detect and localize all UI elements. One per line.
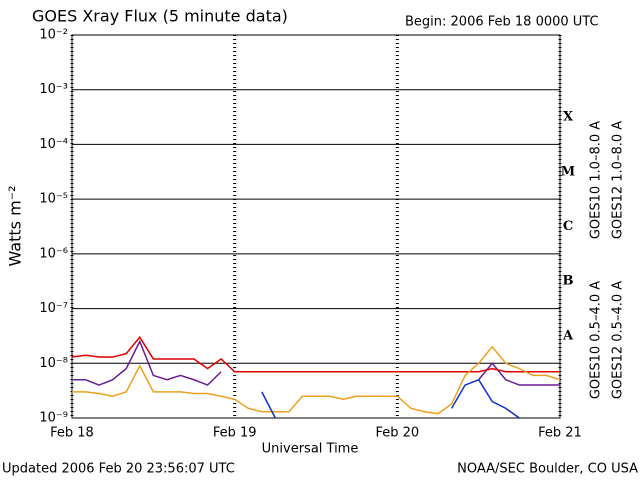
flare-class: M <box>561 164 575 179</box>
series-line <box>72 339 560 386</box>
plot-frame <box>71 34 561 419</box>
legend-entry: GOES12 0.5–4.0 A <box>611 281 626 399</box>
series-line <box>72 335 560 373</box>
subtitle: Begin: 2006 Feb 18 0000 UTC <box>405 15 599 30</box>
x-tick-label: Feb 21 <box>538 426 582 441</box>
series-line <box>262 380 547 418</box>
y-tick-label: 10⁻³ <box>39 82 68 97</box>
footer-left: Updated 2006 Feb 20 23:56:07 UTC <box>2 462 235 477</box>
legend-entry: GOES10 1.0–8.0 A <box>589 121 604 239</box>
x-tick-label: Feb 18 <box>50 426 94 441</box>
x-axis-label: Universal Time <box>262 442 359 457</box>
y-tick-label: 10⁻⁵ <box>39 192 68 207</box>
flare-class: B <box>563 274 574 289</box>
y-tick-label: 10⁻⁷ <box>39 301 68 316</box>
flare-class: X <box>563 110 574 125</box>
y-tick-label: 10⁻⁶ <box>39 246 68 261</box>
flare-class: C <box>563 219 573 234</box>
legend-entry: GOES10 0.5–4.0 A <box>589 281 604 399</box>
legend-entry: GOES12 1.0–8.0 A <box>611 121 626 239</box>
y-tick-label: 10⁻⁸ <box>39 356 68 371</box>
x-tick-label: Feb 20 <box>375 426 419 441</box>
y-tick-label: 10⁻⁴ <box>39 137 68 152</box>
y-tick-label: 10⁻⁹ <box>39 411 68 426</box>
flare-class: A <box>562 328 574 343</box>
y-axis-label: Watts m⁻² <box>6 185 25 266</box>
chart-title: GOES Xray Flux (5 minute data) <box>32 7 288 26</box>
y-tick-label: 10⁻² <box>39 28 68 43</box>
series-line <box>72 345 560 415</box>
footer-right: NOAA/SEC Boulder, CO USA <box>457 462 638 477</box>
x-tick-label: Feb 19 <box>213 426 257 441</box>
